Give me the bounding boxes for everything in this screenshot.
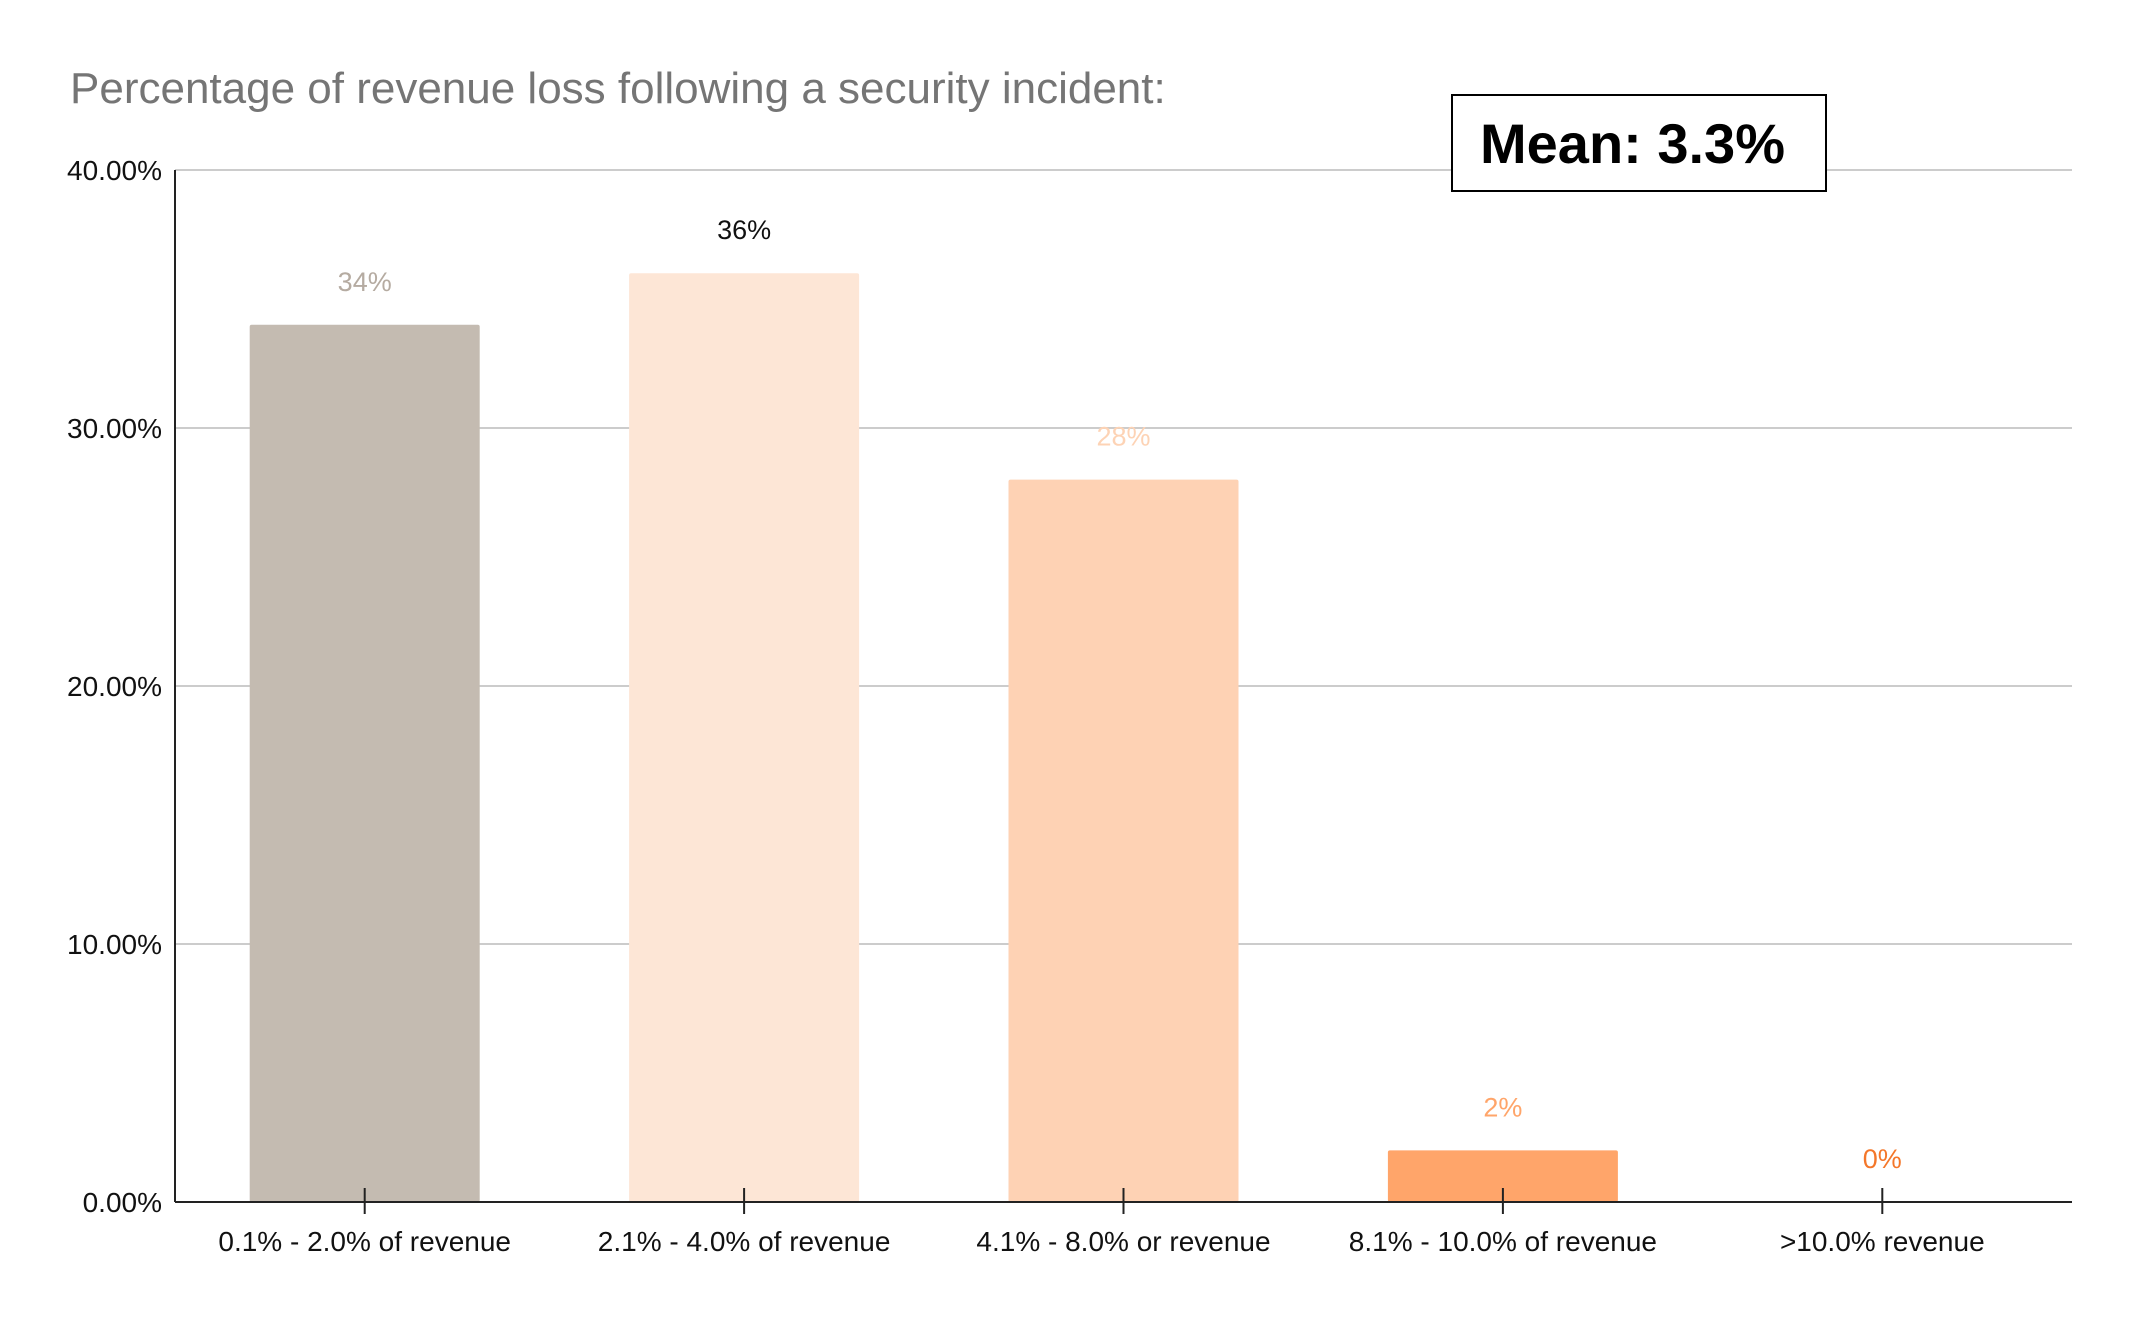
y-axis-tick-labels: 0.00% 10.00% 20.00% 30.00% 40.00%: [67, 155, 162, 1218]
x-category-label: 2.1% - 4.0% of revenue: [598, 1226, 891, 1257]
bar: [629, 273, 860, 1202]
y-tick-label: 0.00%: [83, 1187, 162, 1218]
bar: [249, 324, 480, 1202]
data-labels: 34% 36% 28% 2% 0%: [338, 215, 1902, 1174]
mean-annotation: Mean: 3.3%: [1451, 94, 1827, 192]
x-category-label: >10.0% revenue: [1780, 1226, 1985, 1257]
x-axis-category-labels: 0.1% - 2.0% of revenue 2.1% - 4.0% of rev…: [218, 1226, 1984, 1257]
bar: [1387, 1150, 1618, 1202]
x-category-label: 0.1% - 2.0% of revenue: [218, 1226, 511, 1257]
data-label: 2%: [1483, 1092, 1522, 1122]
x-axis-ticks: [363, 1188, 1884, 1214]
data-label: 0%: [1863, 1144, 1902, 1174]
y-tick-label: 40.00%: [67, 155, 162, 186]
chart-title: Percentage of revenue loss following a s…: [70, 64, 1166, 113]
bar: [1008, 479, 1239, 1203]
bars: [249, 273, 1618, 1203]
mean-box: [1451, 94, 1827, 192]
mean-label: Mean: 3.3%: [1480, 112, 1785, 175]
data-label: 36%: [717, 215, 771, 245]
data-label: 28%: [1096, 422, 1150, 452]
x-category-label: 4.1% - 8.0% or revenue: [976, 1226, 1270, 1257]
y-tick-label: 30.00%: [67, 413, 162, 444]
y-tick-label: 20.00%: [67, 671, 162, 702]
x-category-label: 8.1% - 10.0% of revenue: [1349, 1226, 1657, 1257]
y-tick-label: 10.00%: [67, 929, 162, 960]
data-label: 34%: [338, 267, 392, 297]
